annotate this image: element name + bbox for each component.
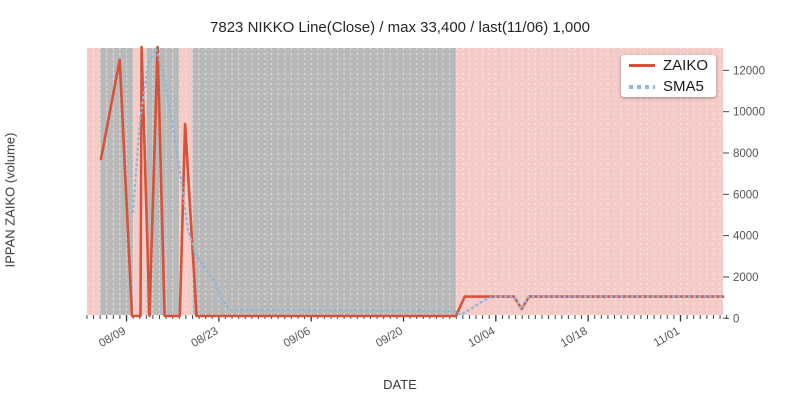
svg-text:4000: 4000 xyxy=(733,231,759,243)
svg-text:08/09: 08/09 xyxy=(97,325,128,350)
svg-text:10/18: 10/18 xyxy=(559,325,590,350)
svg-text:8000: 8000 xyxy=(733,148,759,160)
svg-text:09/06: 09/06 xyxy=(282,325,313,350)
svg-text:0: 0 xyxy=(733,313,739,325)
svg-text:11/01: 11/01 xyxy=(652,325,682,349)
svg-text:2000: 2000 xyxy=(733,272,759,284)
svg-text:09/20: 09/20 xyxy=(374,325,405,350)
svg-text:6000: 6000 xyxy=(733,189,759,201)
svg-text:08/23: 08/23 xyxy=(189,325,220,350)
svg-text:12000: 12000 xyxy=(733,65,765,77)
svg-text:10/04: 10/04 xyxy=(466,325,497,350)
svg-text:10000: 10000 xyxy=(733,107,765,119)
